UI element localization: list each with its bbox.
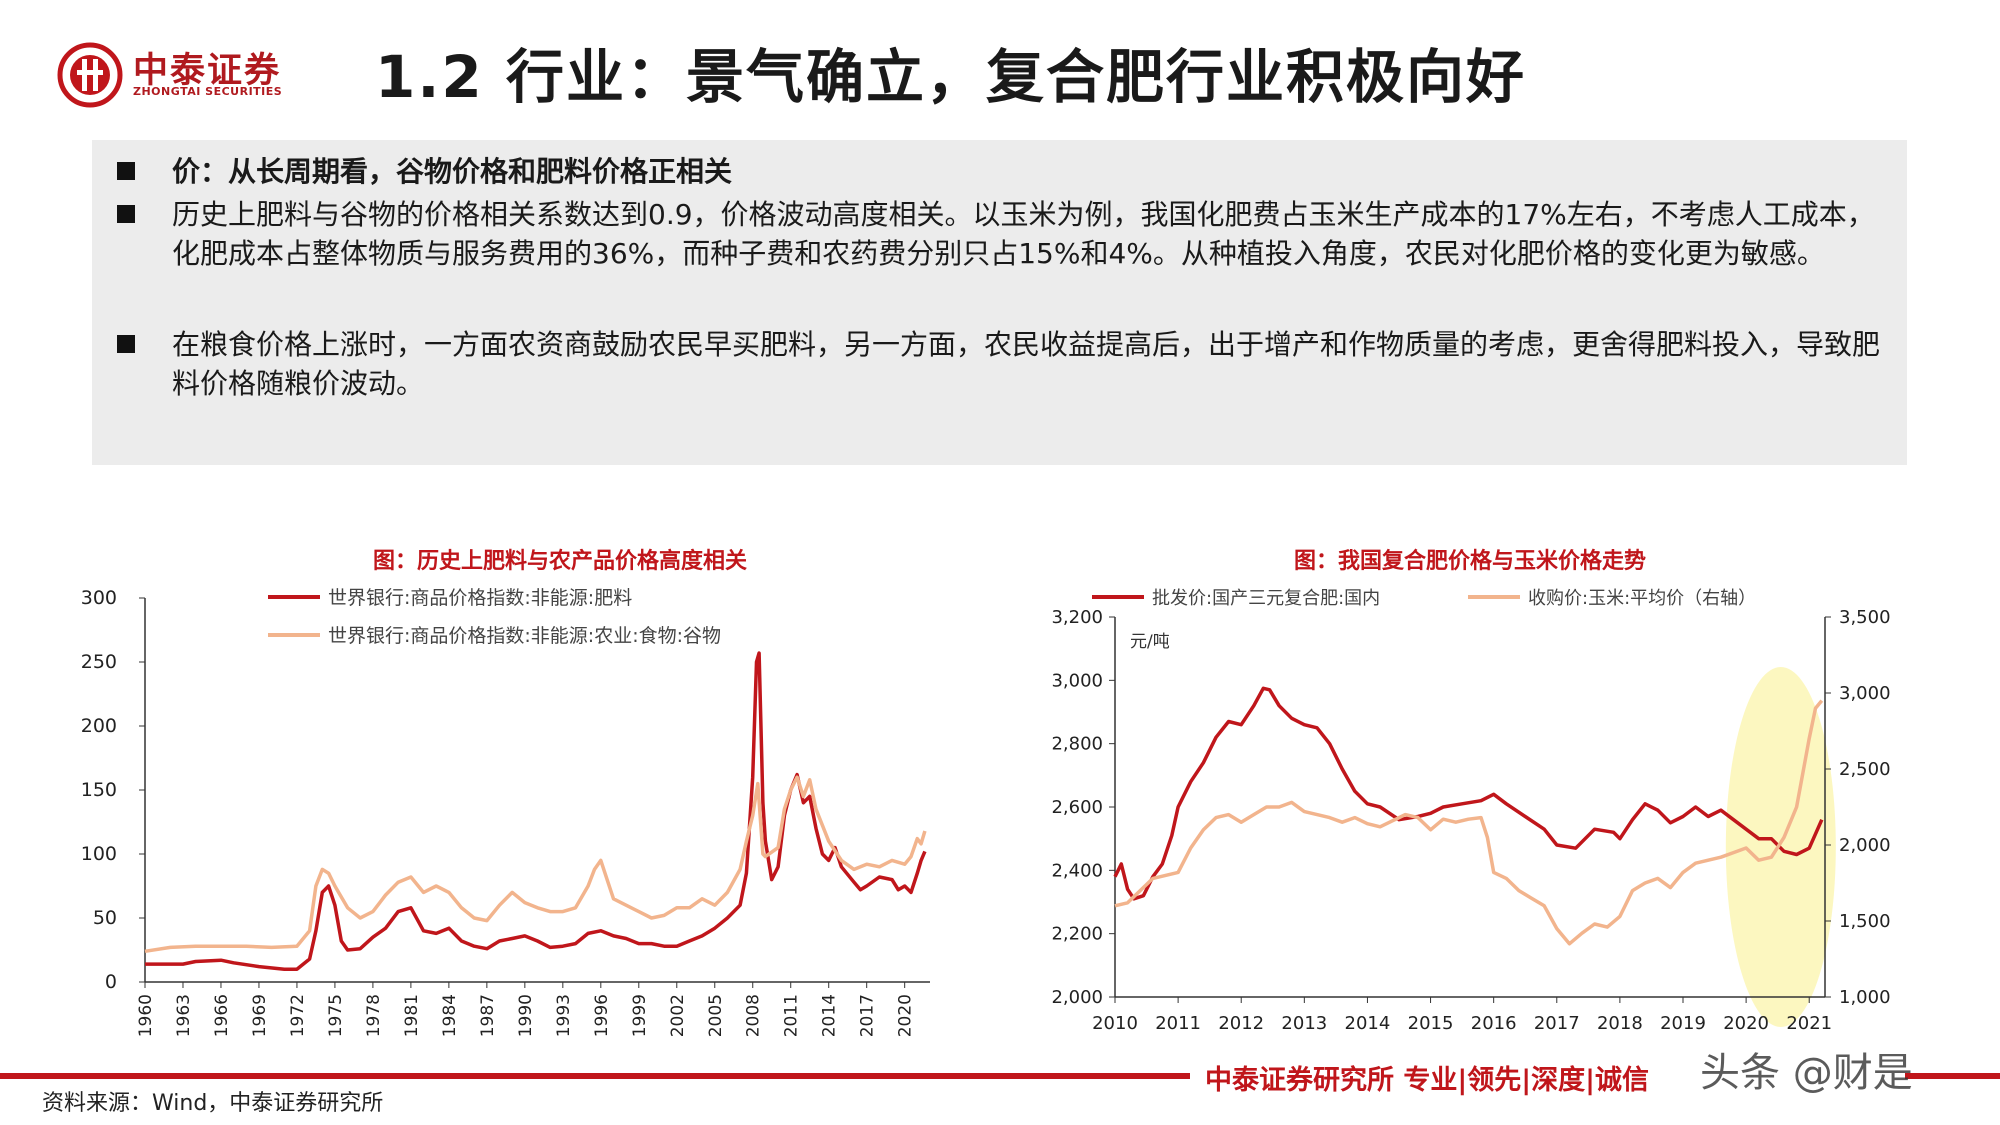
series-line: [144, 775, 927, 954]
x-tick-label: 2020: [896, 994, 916, 1037]
bullet-3-text: 在粮食价格上涨时，一方面农资商鼓励农民早买肥料，另一方面，农民收益提高后，出于增…: [172, 328, 1881, 400]
x-tick-label: 2020: [1723, 1013, 1769, 1034]
x-tick-label: 2017: [1534, 1013, 1580, 1034]
y-tick-label: 100: [81, 843, 117, 865]
y-right-tick-label: 2,000: [1839, 835, 1891, 856]
source-note: 资料来源：Wind，中泰证券研究所: [42, 1091, 384, 1116]
x-tick-label: 2018: [1597, 1013, 1643, 1034]
chart-1-title: 图：历史上肥料与农产品价格高度相关: [372, 549, 747, 574]
x-tick-label: 2002: [668, 994, 688, 1037]
footer-brand: 中泰证券研究所 专业|领先|深度|诚信: [1205, 1065, 1649, 1096]
company-logo: 中泰证券 ZHONGTAI SECURITIES: [55, 40, 305, 110]
x-tick-label: 2016: [1471, 1013, 1517, 1034]
info-box: 价：从长周期看，谷物价格和肥料价格正相关 历史上肥料与谷物的价格相关系数达到0.…: [92, 140, 1907, 465]
x-tick-label: 2019: [1660, 1013, 1706, 1034]
x-tick-label: 1969: [250, 994, 270, 1037]
chart-1: 0 50 100 150 200 250 300 1960 1963 1966 1969 1972 19…: [81, 587, 930, 1037]
series-line: [1114, 699, 1824, 946]
logo-english-name: ZHONGTAI SECURITIES: [133, 85, 283, 98]
y-right-tick-label: 3,500: [1839, 607, 1891, 628]
x-tick-label: 1987: [478, 994, 498, 1037]
x-tick-label: 1963: [174, 994, 194, 1037]
y-right-tick-label: 1,500: [1839, 911, 1891, 932]
x-tick-label: 1984: [440, 994, 460, 1037]
legend-label: 批发价:国产三元复合肥:国内: [1152, 588, 1380, 609]
y-tick-label: 2,800: [1051, 734, 1103, 755]
x-tick-label: 1999: [630, 994, 650, 1037]
x-tick-label: 2010: [1092, 1013, 1138, 1034]
chart-2-title: 图：我国复合肥价格与玉米价格走势: [1293, 549, 1646, 574]
x-tick-label: 2005: [706, 994, 726, 1037]
chart-2: 2,000 2,200 2,400 2,600 2,800 3,000 3,200 1,000…: [1051, 588, 1891, 1034]
x-tick-label: 2014: [1345, 1013, 1391, 1034]
bullet-square-icon: [117, 162, 135, 180]
y-tick-label: 150: [81, 779, 117, 801]
footer-divider-right: [1905, 1073, 2000, 1079]
x-tick-label: 1993: [554, 994, 574, 1037]
y-unit-label: 元/吨: [1130, 632, 1170, 652]
slide-title: 1.2 行业：景气确立，复合肥行业积极向好: [375, 43, 1526, 111]
y-tick-label: 2,400: [1051, 860, 1103, 881]
x-tick-label: 2021: [1786, 1013, 1832, 1034]
bullet-1-text: 价：从长周期看，谷物价格和肥料价格正相关: [172, 155, 733, 188]
x-tick-label: 2013: [1281, 1013, 1327, 1034]
bullet-square-icon: [117, 205, 135, 223]
x-tick-label: 1966: [212, 994, 232, 1037]
y-tick-label: 2,000: [1051, 987, 1103, 1008]
x-tick-label: 1981: [402, 994, 422, 1037]
y-right-tick-label: 3,000: [1839, 683, 1891, 704]
header: 中泰证券 ZHONGTAI SECURITIES 1.2 行业：景气确立，复合肥…: [0, 0, 2000, 135]
y-tick-label: 300: [81, 587, 117, 609]
y-tick-label: 200: [81, 715, 117, 737]
y-tick-label: 3,000: [1051, 670, 1103, 691]
x-tick-label: 2011: [1155, 1013, 1201, 1034]
legend-label: 收购价:玉米:平均价（右轴）: [1528, 588, 1756, 609]
logo-name: 中泰证券: [133, 51, 282, 91]
bullet-square-icon: [117, 335, 135, 353]
y-tick-label: 50: [93, 907, 117, 929]
footer-divider: [0, 1073, 1190, 1079]
y-tick-label: 2,600: [1051, 797, 1103, 818]
x-tick-label: 1972: [288, 994, 308, 1037]
y-tick-label: 250: [81, 651, 117, 673]
y-tick-label: 0: [105, 971, 117, 993]
x-tick-label: 1990: [516, 994, 536, 1037]
y-right-tick-label: 1,000: [1839, 987, 1891, 1008]
x-tick-label: 2014: [820, 994, 840, 1037]
legend-label: 世界银行:商品价格指数:非能源:农业:食物:谷物: [328, 625, 721, 647]
bullet-2-text: 历史上肥料与谷物的价格相关系数达到0.9，价格波动高度相关。以玉米为例，我国化肥…: [172, 198, 1875, 270]
x-tick-label: 2012: [1218, 1013, 1264, 1034]
y-right-tick-label: 2,500: [1839, 759, 1891, 780]
x-tick-label: 1978: [364, 994, 384, 1037]
x-tick-label: 2015: [1408, 1013, 1454, 1034]
x-tick-label: 1975: [326, 994, 346, 1037]
legend-label: 世界银行:商品价格指数:非能源:肥料: [328, 587, 632, 609]
y-tick-label: 2,200: [1051, 924, 1103, 945]
x-tick-label: 2008: [744, 994, 764, 1037]
series-line: [145, 651, 927, 971]
x-tick-label: 1996: [592, 994, 612, 1037]
x-tick-label: 1960: [136, 994, 156, 1037]
x-tick-label: 2017: [858, 994, 878, 1037]
watermark: 头条 @财是: [1700, 1050, 1913, 1096]
x-tick-label: 2011: [782, 994, 802, 1037]
y-tick-label: 3,200: [1051, 607, 1103, 628]
logo-mark-icon: [57, 42, 123, 108]
series-line: [1113, 686, 1824, 901]
